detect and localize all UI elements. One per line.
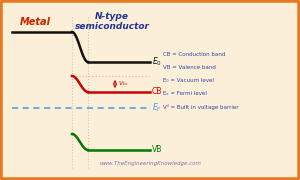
Text: $E_F$: $E_F$ — [152, 102, 162, 114]
Text: Vⁱᴵ = Built in voltage barrier: Vⁱᴵ = Built in voltage barrier — [163, 104, 238, 110]
Text: VB = Valence band: VB = Valence band — [163, 65, 216, 70]
Text: N-type
semiconductor: N-type semiconductor — [74, 12, 149, 31]
Text: E₀ = Vacuum level: E₀ = Vacuum level — [163, 78, 214, 83]
Text: VB: VB — [152, 145, 162, 154]
Text: CB = Conduction band: CB = Conduction band — [163, 52, 225, 57]
Text: Eₑ = Fermi level: Eₑ = Fermi level — [163, 91, 207, 96]
Text: $E_0$: $E_0$ — [152, 56, 162, 68]
Text: $V_{bi}$: $V_{bi}$ — [118, 80, 128, 88]
Text: Metal: Metal — [20, 17, 50, 27]
Text: www.TheEngineeringKnowledge.com: www.TheEngineeringKnowledge.com — [99, 161, 201, 166]
Text: CB: CB — [152, 87, 162, 96]
